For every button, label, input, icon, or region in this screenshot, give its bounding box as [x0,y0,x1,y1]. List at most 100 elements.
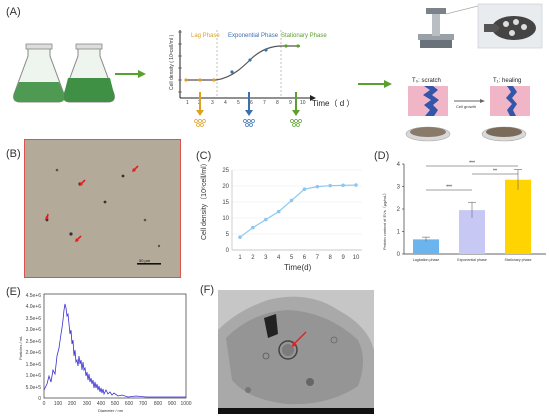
c-x-tick-label: 4 [277,255,281,261]
c-data-point [251,225,255,230]
svg-text:300: 300 [83,401,92,407]
c-data-point [276,209,281,214]
particle-size-distribution-chart: 0 5.0e+5 1.0e+6 1.5e+6 2.0e+6 2.5e+6 3.0… [18,293,192,413]
c-x-tick-label: 9 [341,255,345,261]
culture-flask-icon [63,43,115,103]
cell-pointer-arrow-icon [45,213,49,220]
sample-stage-zoom [477,3,543,49]
d-category-label: Lagbation phase [413,258,440,262]
svg-text:500: 500 [111,401,120,407]
c-data-point [354,183,358,187]
svg-text:4.0e+6: 4.0e+6 [26,304,42,310]
svg-text:600: 600 [125,401,134,407]
arrow-right-icon [454,99,485,103]
svg-text:0: 0 [43,401,46,407]
c-y-axis-label: Cell density（10⁶cell/ml） [200,160,208,240]
stationary-phase-arrow-icon [290,92,302,127]
panel-c-label: (C) [196,150,212,162]
c-x-tick-label: 2 [251,255,255,261]
svg-text:0: 0 [38,396,41,402]
size-distribution-series-line [43,303,186,398]
panel-a-label: (A) [6,6,21,18]
c-y-tick-label: 0 [226,248,230,254]
c-data-point [263,217,268,222]
lag-phase-label: Lag Phase [191,33,220,39]
d-y-tick-label: 3 [397,185,401,191]
svg-text:100: 100 [54,401,63,407]
d-y-tick-label: 0 [397,252,401,258]
c-x-tick-label: 5 [290,255,294,261]
svg-text:5: 5 [237,100,240,106]
svg-text:1000: 1000 [180,401,191,407]
svg-text:3.0e+6: 3.0e+6 [26,327,42,333]
petri-dish-icon [481,126,527,142]
growth-x-axis-label: Time（ d ） [312,99,354,108]
growth-curve-schematic [178,30,316,101]
arrow-right-icon [358,80,392,88]
d-bar [505,179,531,254]
healing-label: T₁: healing [493,78,521,84]
d-y-axis-label: Protein content of EVs（μg/mL） [382,191,387,250]
panel-f-label: (F) [200,284,215,296]
c-data-point [302,187,307,191]
exponential-phase-label: Exponential Phase [228,33,279,39]
svg-text:3: 3 [211,100,214,106]
c-data-point [289,198,294,203]
svg-text:7: 7 [263,100,266,106]
scratch-assay-t0 [408,86,448,116]
svg-text:4: 4 [224,100,227,106]
cell-density-chart: 0 5 10 15 20 25 1 2 3 4 5 6 7 8 9 10 Cell density（10⁶c… [200,160,362,272]
panel-e-label: (E) [6,286,21,298]
exponential-phase-arrow-icon [243,92,255,127]
svg-text:2.5e+6: 2.5e+6 [26,339,42,345]
e-y-axis-label: Particles / mL [18,335,23,360]
microscope-icon [418,5,479,48]
e-x-ticks: 0 100 200 300 400 500 600 700 800 900 10… [43,401,192,407]
scratch-label: T₀: scratch [412,78,441,84]
cell-growth-label: Cell growth [456,104,476,109]
d-y-tick-label: 4 [397,162,401,168]
c-x-tick-label: 1 [238,255,242,261]
c-x-tick-label: 6 [303,255,307,261]
c-y-tick-label: 5 [226,232,230,238]
svg-text:6: 6 [250,100,253,106]
svg-text:8: 8 [276,100,279,106]
growth-x-ticks: 1 2 3 4 5 6 7 8 9 10 [186,100,306,106]
cell-density-series-line [239,184,357,238]
scratch-assay-t1 [490,86,530,116]
panel-d-label: (D) [374,150,390,162]
c-y-tick-label: 20 [222,184,229,190]
svg-text:1.0e+6: 1.0e+6 [26,373,42,379]
c-x-tick-label: 3 [264,255,268,261]
svg-text:200: 200 [68,401,77,407]
d-significance-label: *** [446,185,452,191]
c-x-tick-label: 10 [353,255,360,261]
c-data-point [328,183,333,188]
tem-image [218,290,374,414]
scale-bar-label: 50 μm [139,258,151,263]
svg-text:9: 9 [289,100,292,106]
svg-text:1.5e+6: 1.5e+6 [26,362,42,368]
growth-y-axis-label: Cell density ( 10⁶cell/ml ) [169,35,175,90]
d-y-tick-label: 2 [397,207,401,213]
arrow-right-icon [115,70,146,78]
svg-text:400: 400 [97,401,106,407]
lag-phase-arrow-icon [194,92,206,127]
svg-text:700: 700 [139,401,148,407]
svg-text:2.0e+6: 2.0e+6 [26,350,42,356]
cell-pointer-arrow-icon [79,179,86,186]
svg-text:4.5e+6: 4.5e+6 [26,293,42,299]
c-y-tick-label: 10 [222,216,229,222]
vesicle-pointer-arrow-icon [292,331,307,347]
svg-text:3.5e+6: 3.5e+6 [26,316,42,322]
c-y-tick-label: 15 [222,200,229,206]
d-category-label: Stationary phase [505,258,532,262]
panel-a-schematic: Lag Phase Exponential Phase Stationary P… [13,3,543,142]
e-y-ticks: 0 5.0e+5 1.0e+6 1.5e+6 2.0e+6 2.5e+6 3.0… [26,293,42,402]
d-category-label: Exponential phase [457,258,487,262]
d-y-tick-label: 1 [397,230,401,236]
cell-pointer-arrow-icon [132,165,139,172]
svg-text:10: 10 [300,100,306,106]
panel-b-label: (B) [6,148,21,160]
